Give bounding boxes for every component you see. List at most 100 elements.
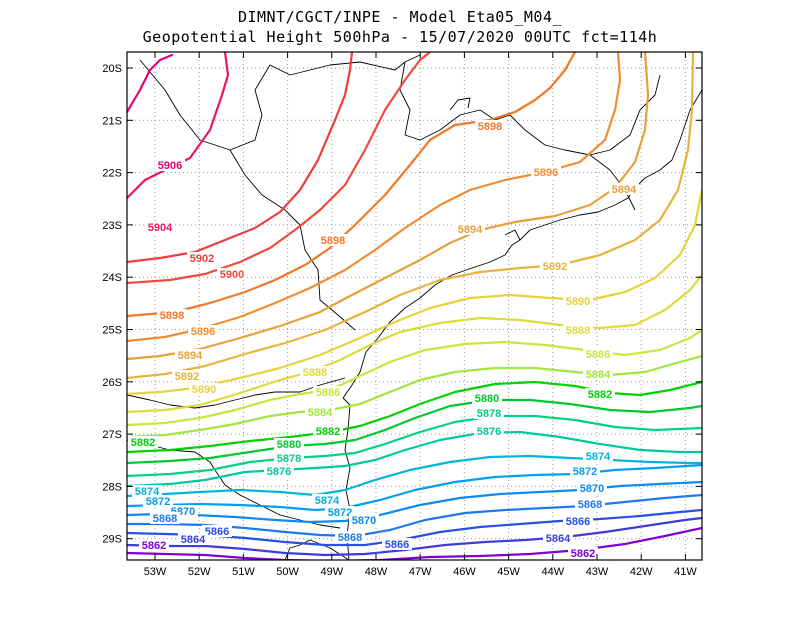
coastline — [139, 54, 421, 151]
contour-label: 5894 — [178, 350, 203, 362]
contour-label-bg — [318, 234, 348, 246]
contour-label: 5864 — [546, 533, 571, 545]
contour-label: 5872 — [146, 496, 170, 508]
contour-label-bg — [335, 531, 365, 543]
contour-label-bg — [575, 498, 605, 510]
contour-5894 — [127, 52, 650, 361]
contour-label: 5866 — [205, 526, 229, 538]
contour-label-bg — [157, 309, 187, 321]
contour-label-bg — [570, 465, 600, 477]
contour-5876 — [127, 430, 702, 488]
contour-label-bg — [563, 295, 593, 307]
contour-label: 5906 — [158, 160, 182, 172]
contour-label: 5874 — [315, 495, 340, 507]
contour-label-bg — [568, 547, 598, 559]
contour-label: 5866 — [385, 539, 409, 551]
y-tick-label: 26S — [102, 377, 122, 389]
contour-label-bg — [325, 506, 355, 518]
contour-label-bg — [187, 252, 217, 264]
contour-label: 5892 — [543, 261, 567, 273]
y-tick-label: 29S — [102, 534, 122, 546]
contour-label-bg — [475, 120, 505, 132]
contour-5884 — [127, 354, 702, 439]
contour-5890 — [127, 188, 702, 396]
coastline — [449, 97, 471, 111]
contour-label-bg — [382, 538, 412, 550]
contour-label-bg — [583, 368, 613, 380]
contour-label-bg — [563, 515, 593, 527]
y-tick-label: 23S — [102, 220, 122, 232]
contour-label: 5876 — [477, 426, 501, 438]
contour-label: 5894 — [458, 224, 483, 236]
contour-5892 — [127, 52, 695, 380]
contour-label: 5880 — [475, 393, 499, 405]
contour-label: 5870 — [352, 515, 376, 527]
contour-label-bg — [563, 324, 593, 336]
contour-label-bg — [132, 485, 162, 497]
contour-5886 — [127, 328, 702, 427]
x-tick-label: 53W — [144, 566, 167, 578]
contour-label: 5880 — [277, 439, 301, 451]
contour-label-bg — [313, 386, 343, 398]
contour-label-bg — [609, 183, 639, 195]
plot-area — [127, 52, 702, 560]
contour-label-bg — [585, 388, 615, 400]
contour-label: 5862 — [142, 540, 166, 552]
contour-label-bg — [274, 452, 304, 464]
contour-5874 — [127, 454, 702, 498]
contour-label: 5876 — [267, 466, 291, 478]
contour-label-bg — [189, 383, 219, 395]
contour-label-bg — [531, 166, 561, 178]
contour-label-bg — [128, 436, 158, 448]
contour-label-bg — [455, 223, 485, 235]
contour-5900 — [127, 52, 432, 285]
contour-labels: 5906 5904 5902 5900 5898 5898 5898 5896 5896 5894… — [128, 120, 639, 560]
x-tick-label: 46W — [453, 566, 476, 578]
contour-label-bg — [139, 539, 169, 551]
contour-5878 — [127, 414, 702, 478]
y-tick-label: 25S — [102, 325, 122, 337]
title-line-2: Geopotential Height 500hPa - 15/07/2020 … — [142, 28, 658, 46]
contour-5896 — [127, 52, 622, 343]
contour-5888 — [127, 273, 702, 414]
contour-label-bg — [300, 366, 330, 378]
x-axis-ticks: 53W 52W 51W 50W 49W 48W 47W 46W 45W 44W 43W 42W 41W — [144, 52, 697, 578]
contour-label: 5878 — [477, 408, 501, 420]
contour-label: 5890 — [566, 296, 590, 308]
contour-label: 5890 — [192, 384, 216, 396]
coastline — [399, 61, 661, 156]
contour-label-bg — [349, 514, 379, 526]
contour-label: 5886 — [316, 387, 340, 399]
contour-5862 — [127, 526, 702, 560]
contour-label-bg — [583, 450, 613, 462]
y-axis-ticks: 20S 21S 22S 23S 24S 25S 26S 27S 28S 29S — [102, 63, 702, 546]
y-tick-label: 24S — [102, 272, 122, 284]
contour-label: 5884 — [308, 407, 333, 419]
contour-label: 5904 — [148, 222, 173, 234]
contour-label: 5888 — [566, 325, 590, 337]
x-tick-label: 47W — [409, 566, 432, 578]
contour-5864 — [127, 516, 702, 557]
contour-label: 5896 — [534, 167, 558, 179]
contour-label: 5878 — [277, 453, 301, 465]
contour-label: 5900 — [220, 269, 244, 281]
contour-5882 — [127, 380, 702, 454]
contour-5904 — [127, 52, 230, 200]
contour-label: 5882 — [131, 437, 155, 449]
contour-label: 5866 — [566, 516, 590, 528]
contour-label: 5864 — [181, 534, 206, 546]
contour-label-bg — [143, 495, 173, 507]
contour-label: 5886 — [586, 349, 610, 361]
contour-label-bg — [543, 532, 573, 544]
contour-label: 5902 — [190, 253, 214, 265]
contour-label-bg — [188, 325, 218, 337]
x-tick-label: 48W — [365, 566, 388, 578]
x-tick-label: 45W — [497, 566, 520, 578]
contour-label-bg — [175, 349, 205, 361]
x-tick-label: 51W — [232, 566, 255, 578]
contour-label-bg — [313, 425, 343, 437]
contour-label-bg — [264, 465, 294, 477]
contour-label-bg — [474, 425, 504, 437]
coastline — [504, 229, 521, 241]
